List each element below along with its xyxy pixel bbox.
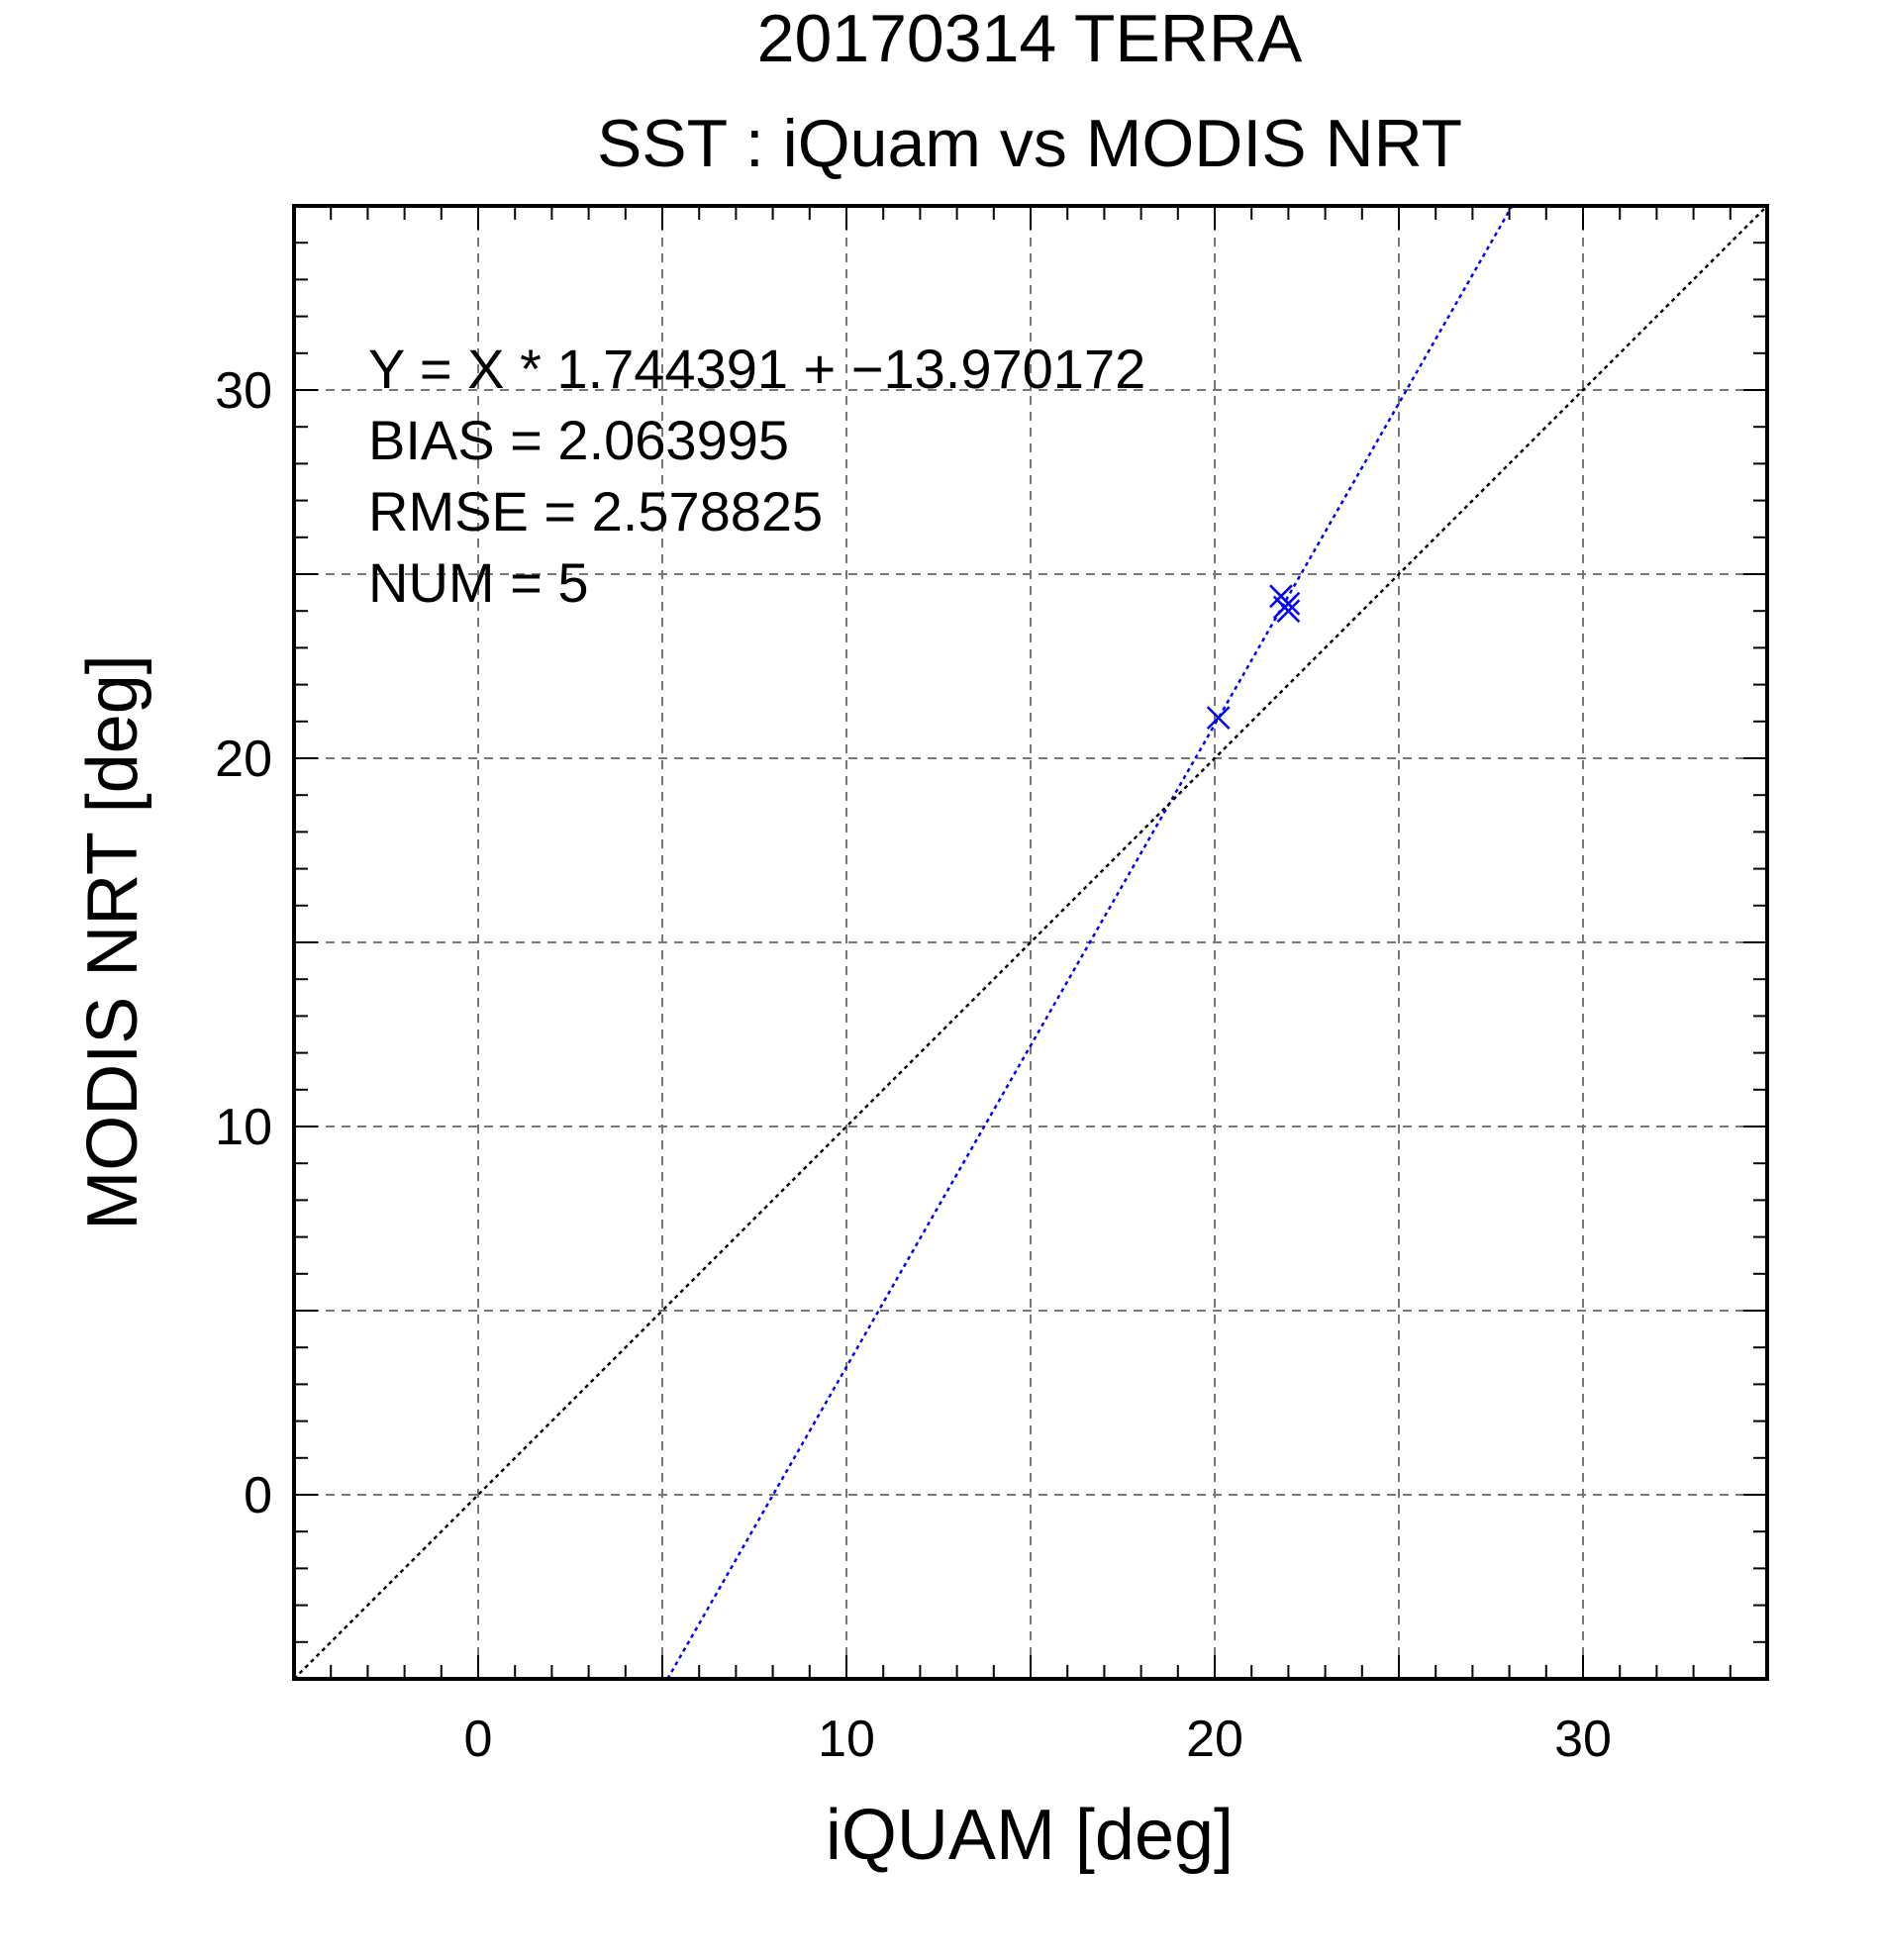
x-axis-label: iQUAM [deg] <box>826 1796 1234 1875</box>
y-tick-label: 20 <box>215 731 272 788</box>
y-axis-label: MODIS NRT [deg] <box>73 654 152 1230</box>
x-tick-label: 0 <box>464 1711 493 1768</box>
data-point <box>1276 591 1301 616</box>
chart-subtitle: SST : iQuam vs MODIS NRT <box>597 106 1462 181</box>
x-tick-label: 30 <box>1554 1711 1612 1768</box>
y-tick-label: 10 <box>215 1099 272 1156</box>
annotation-line: BIAS = 2.063995 <box>368 409 789 471</box>
annotation-line: RMSE = 2.578825 <box>368 480 823 542</box>
y-tick-label: 0 <box>244 1467 272 1524</box>
annotation-line: NUM = 5 <box>368 551 589 614</box>
y-tick-label: 30 <box>215 362 272 420</box>
stats-annotation: Y = X * 1.744391 + −13.970172 BIAS = 2.06… <box>368 338 1145 614</box>
one-to-one-line <box>293 205 1768 1680</box>
regression-line <box>666 205 1514 1680</box>
chart-title: 20170314 TERRA <box>757 1 1303 76</box>
x-tick-label: 10 <box>818 1711 875 1768</box>
x-tick-label: 20 <box>1186 1711 1243 1768</box>
data-point <box>1276 599 1301 624</box>
data-point <box>1206 706 1231 730</box>
data-points <box>1206 584 1301 730</box>
axis-ticks <box>294 206 1767 1679</box>
annotation-line: Y = X * 1.744391 + −13.970172 <box>368 338 1145 400</box>
x-tick-labels: 0 10 20 30 <box>464 1711 1612 1768</box>
reference-lines <box>293 205 1768 1680</box>
y-tick-labels: 0 10 20 30 <box>215 362 272 1524</box>
grid <box>294 206 1767 1679</box>
